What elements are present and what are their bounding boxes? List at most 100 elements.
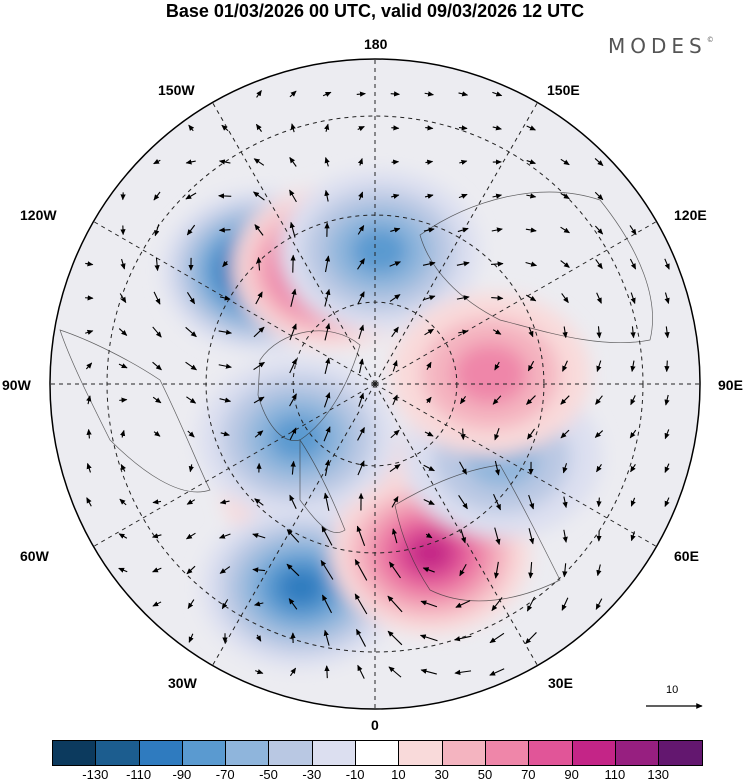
flow-vector [390, 227, 401, 233]
flow-vector [525, 294, 537, 302]
flow-vector [493, 561, 500, 579]
meridian-line [212, 102, 376, 385]
flow-vector [354, 593, 368, 615]
flow-vector [219, 499, 230, 505]
flow-vector [525, 261, 538, 267]
flow-vector [390, 91, 400, 97]
flow-vector [290, 123, 296, 133]
flow-vector [153, 158, 161, 165]
flow-vector [188, 633, 194, 643]
flow-vector [218, 363, 232, 369]
flow-vector [460, 428, 466, 441]
flow-vector [255, 669, 264, 675]
flow-vector [218, 227, 231, 233]
flow-vector [494, 527, 501, 546]
flow-vector [290, 288, 297, 307]
flow-vector [153, 191, 161, 201]
flow-vector [357, 291, 365, 305]
map-border [49, 58, 701, 710]
flow-vector [289, 90, 297, 98]
flow-vector [422, 295, 436, 301]
flow-vector [389, 464, 401, 472]
flow-vector [221, 124, 229, 132]
flow-vector [493, 493, 501, 511]
flow-vector [218, 329, 232, 335]
flow-vector [358, 324, 365, 340]
flow-vector [630, 497, 636, 507]
flow-vector [526, 395, 536, 405]
flow-vector [458, 329, 469, 335]
flow-vector [630, 463, 636, 473]
flow-vector [323, 392, 331, 408]
flow-vector [560, 226, 570, 234]
colorbar-ticks: -130 -110 -90 -70 -50 -30 -10 10 30 50 70 90 110 130 [52, 767, 702, 783]
flow-vector [357, 224, 365, 235]
lon-label-60w: 60W [20, 548, 49, 564]
flow-vector [322, 91, 332, 97]
colorbar-tick-label: 30 [434, 767, 449, 782]
flow-vector [458, 494, 468, 510]
flow-vector [221, 599, 229, 610]
flow-vector [595, 598, 603, 610]
flow-vector [560, 260, 570, 268]
flow-vector [664, 394, 670, 406]
flow-vector [154, 224, 160, 237]
flow-vector [525, 632, 537, 645]
flow-vector [151, 533, 162, 539]
flow-vector [426, 361, 432, 370]
flow-vector [186, 565, 196, 575]
flow-vector [528, 528, 535, 545]
coast-asia [419, 191, 653, 343]
meridian-line [93, 221, 376, 385]
flow-vector [492, 125, 502, 131]
flow-vector [562, 360, 568, 372]
flow-vector [562, 529, 568, 543]
flow-vector [392, 360, 398, 372]
flow-vector [218, 159, 231, 165]
flow-vector [459, 461, 467, 475]
flow-vector [560, 395, 570, 405]
colorbar-swatch [269, 741, 313, 765]
colorbar-tick-label: 70 [521, 767, 536, 782]
flow-vector [255, 291, 263, 305]
colorbar-swatch [226, 741, 270, 765]
colorbar-swatch [572, 741, 616, 765]
flow-vector [528, 327, 534, 338]
flow-vector [594, 191, 604, 201]
flow-vector [289, 189, 297, 203]
vector-reference-arrow [646, 703, 703, 709]
flow-vector [456, 261, 470, 267]
flow-vector [527, 428, 535, 440]
flow-vector [664, 497, 670, 508]
flow-vector [629, 225, 637, 236]
logo-mark: © [706, 36, 714, 44]
flow-vector [454, 669, 472, 676]
flow-vector [630, 395, 636, 406]
flow-vector [455, 600, 471, 608]
flow-vector [492, 395, 502, 405]
flow-vector [323, 492, 330, 511]
flow-vector [424, 431, 434, 437]
flow-vector [422, 261, 436, 267]
flow-vector [186, 396, 197, 404]
flow-vector [562, 496, 568, 509]
flow-vector [188, 464, 194, 473]
flow-vector [459, 396, 467, 405]
flow-vector [425, 159, 434, 165]
colorbar-tick-label: -110 [126, 767, 152, 782]
flow-vector [423, 499, 435, 505]
flow-vector [596, 360, 602, 373]
flow-vector [324, 156, 330, 167]
anomaly-asia-high [390, 293, 591, 455]
meridian-line [374, 383, 657, 547]
lon-label-180: 180 [364, 36, 388, 52]
flow-vector [358, 392, 365, 407]
flow-vector [424, 91, 434, 97]
flow-vector [387, 630, 403, 646]
flow-vector [253, 191, 265, 201]
flow-vector [120, 463, 126, 472]
flow-vector [460, 528, 467, 544]
colorbar-tick-label: 90 [564, 767, 579, 782]
coast-canada [257, 330, 361, 441]
flow-vector [288, 598, 298, 610]
